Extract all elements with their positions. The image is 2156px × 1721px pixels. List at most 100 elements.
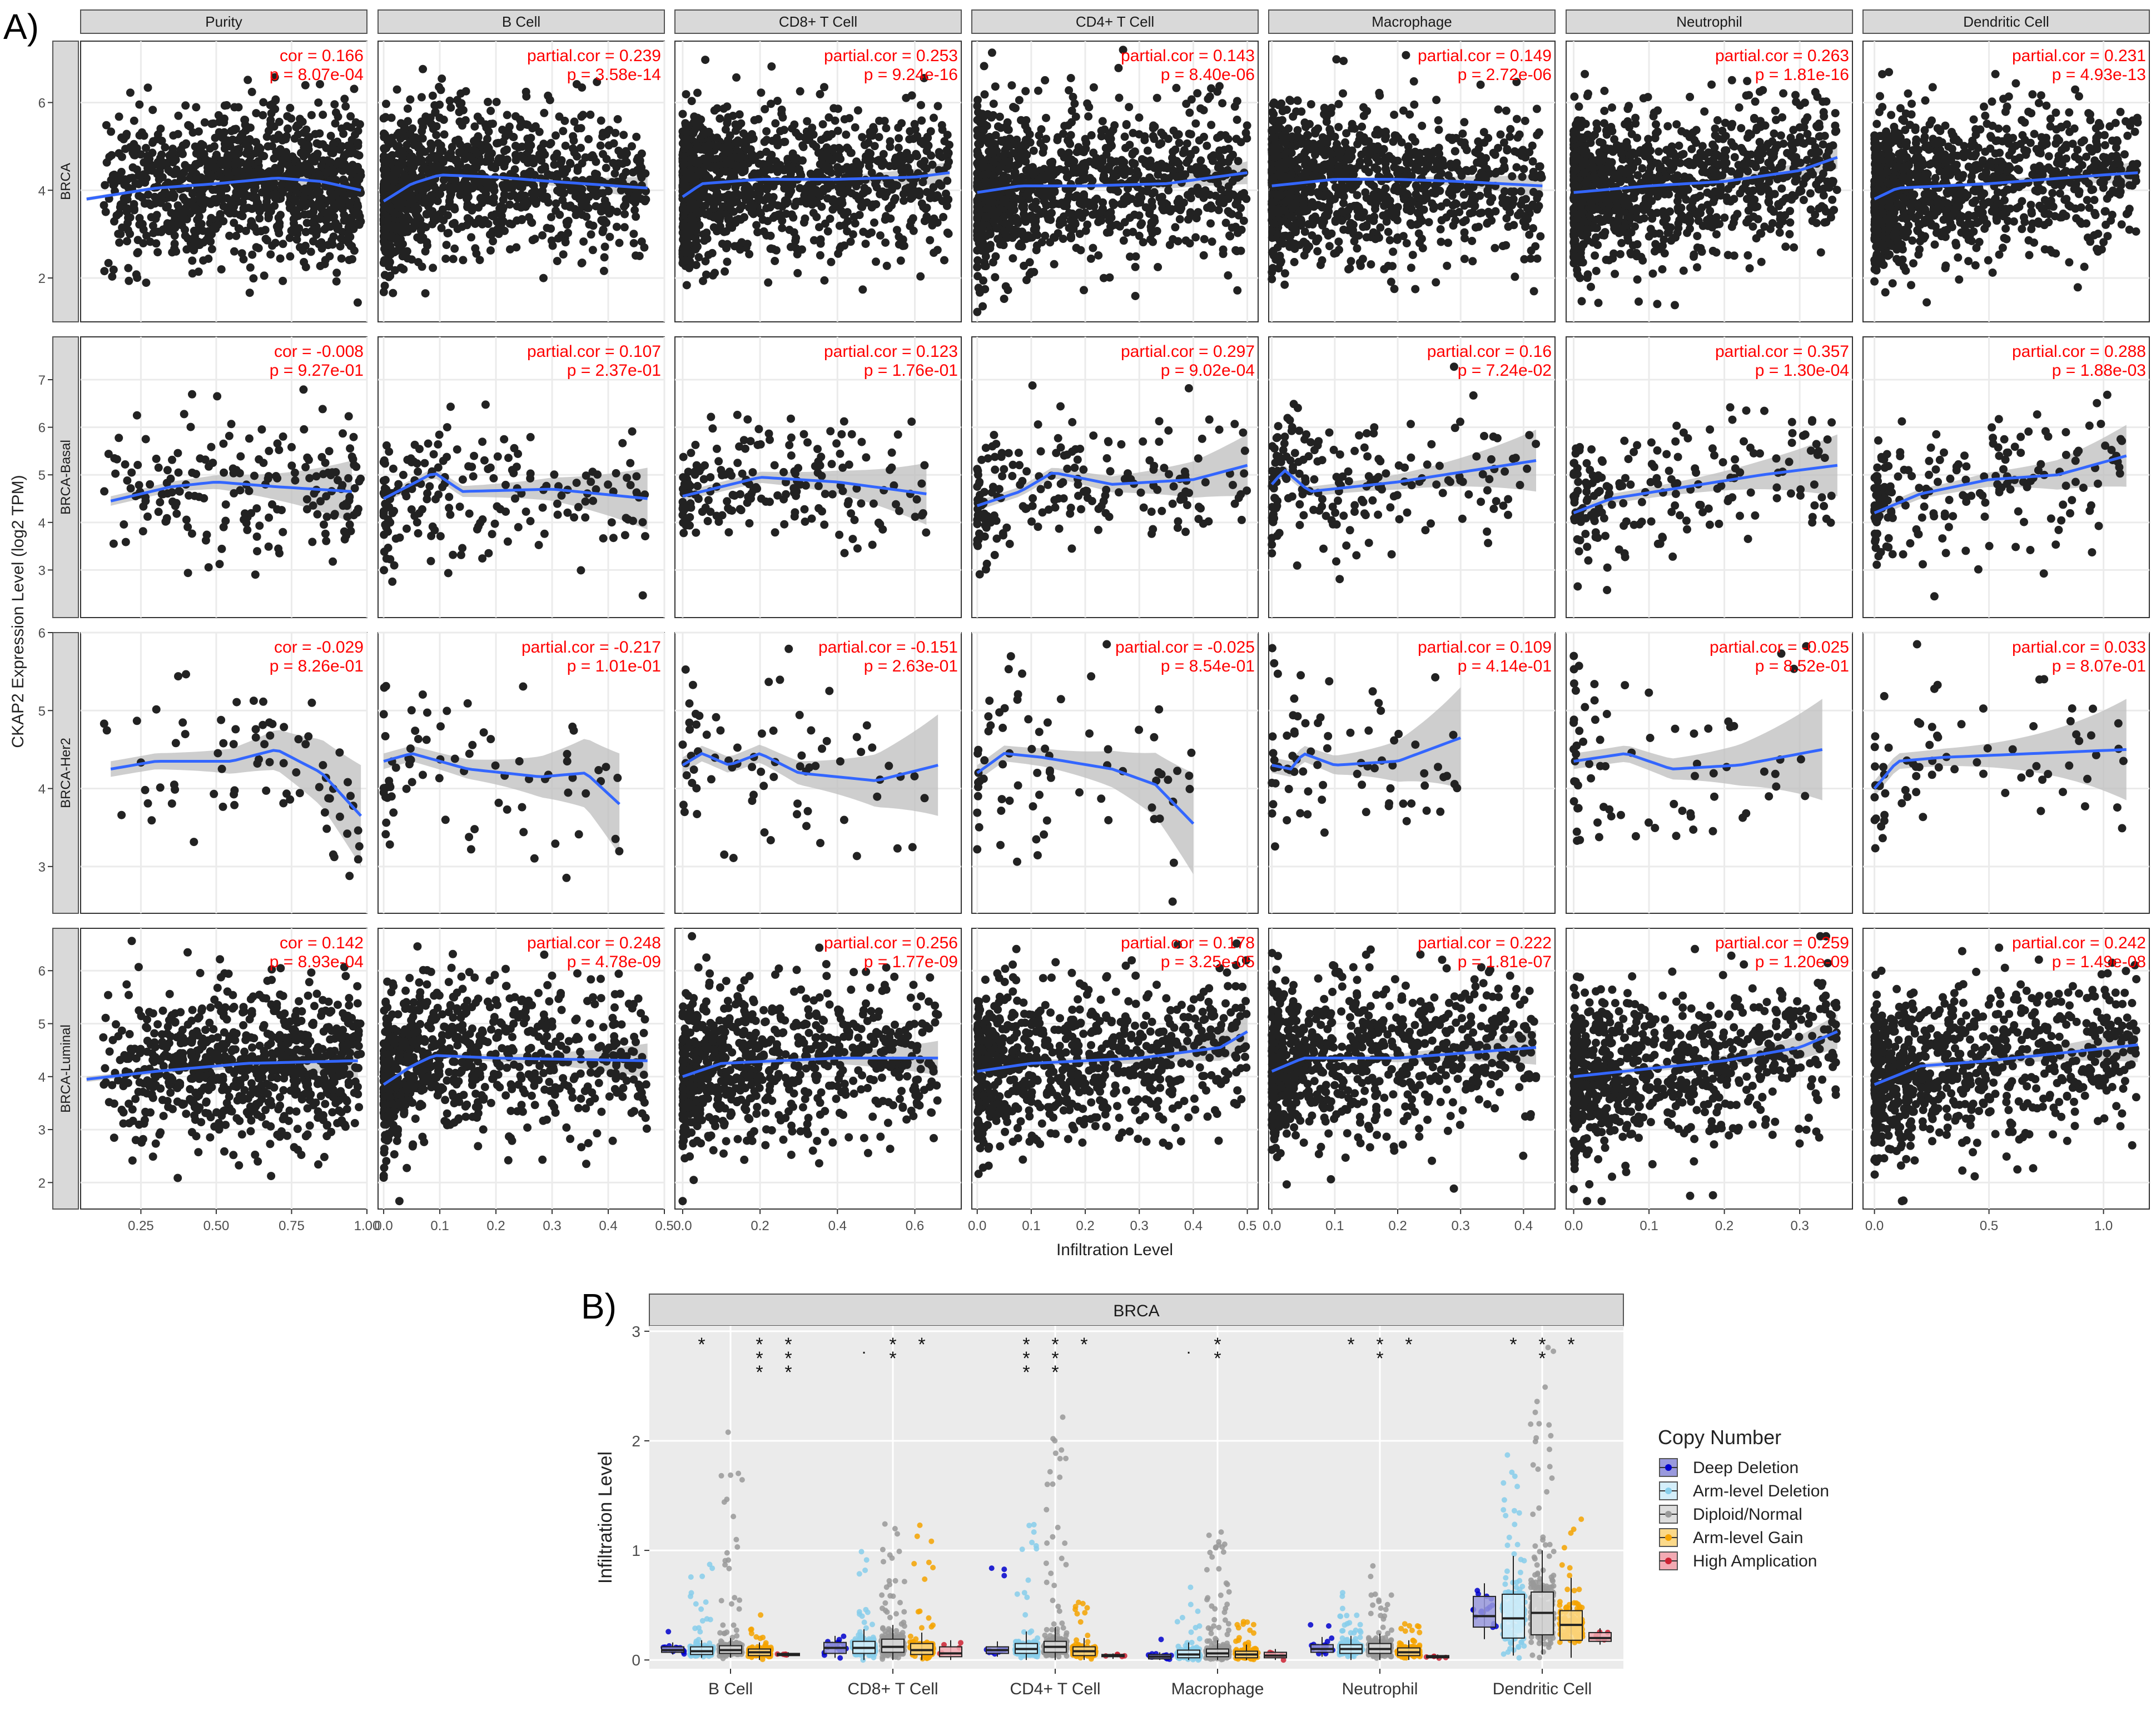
- data-point: [836, 244, 844, 253]
- data-point: [173, 201, 182, 210]
- data-point: [712, 142, 721, 151]
- data-point: [332, 268, 341, 277]
- data-point: [353, 298, 362, 307]
- data-point: [420, 163, 429, 172]
- data-point: [428, 91, 437, 100]
- data-point: [500, 147, 509, 156]
- data-point: [787, 187, 796, 195]
- data-point: [731, 218, 740, 227]
- data-point: [350, 84, 359, 93]
- data-point: [832, 153, 841, 162]
- data-point: [778, 113, 787, 122]
- data-point: [1219, 198, 1228, 207]
- data-point: [498, 181, 507, 190]
- data-point: [324, 196, 332, 205]
- data-point: [461, 116, 470, 125]
- data-point: [900, 241, 908, 250]
- data-point: [1104, 132, 1112, 141]
- data-point: [1060, 153, 1069, 162]
- data-point: [188, 190, 197, 198]
- data-point: [1175, 138, 1184, 147]
- data-point: [101, 207, 110, 216]
- data-point: [940, 256, 948, 265]
- data-point: [451, 136, 460, 145]
- data-point: [130, 151, 138, 160]
- data-point: [793, 250, 802, 258]
- data-point: [260, 152, 269, 161]
- data-point: [200, 118, 209, 127]
- data-point: [634, 153, 643, 162]
- data-point: [1009, 149, 1018, 158]
- data-point: [325, 213, 334, 222]
- data-point: [199, 238, 208, 247]
- data-point: [244, 165, 253, 174]
- data-point: [306, 247, 315, 256]
- data-point: [808, 200, 817, 209]
- data-point: [1203, 141, 1211, 150]
- data-point: [440, 130, 449, 139]
- data-point: [1099, 273, 1108, 282]
- data-point: [1096, 208, 1105, 217]
- data-point: [1233, 197, 1241, 206]
- data-point: [553, 257, 562, 266]
- data-point: [762, 147, 771, 156]
- data-point: [930, 248, 938, 257]
- data-point: [346, 162, 355, 171]
- data-point: [597, 116, 605, 125]
- data-point: [181, 101, 190, 110]
- data-point: [117, 167, 126, 176]
- data-point: [752, 152, 760, 161]
- data-point: [722, 244, 731, 252]
- data-point: [1506, 125, 1515, 133]
- data-point: [1125, 141, 1134, 150]
- column-strip-label: B Cell: [502, 13, 540, 30]
- data-point: [771, 257, 779, 265]
- data-point: [1385, 236, 1394, 245]
- data-point: [1200, 132, 1208, 141]
- data-point: [438, 205, 447, 214]
- data-point: [943, 162, 952, 171]
- data-point: [188, 269, 197, 278]
- correlation-equals: =: [600, 47, 619, 65]
- data-point: [406, 95, 415, 104]
- data-point: [771, 119, 780, 128]
- data-point: [804, 132, 813, 141]
- data-point: [1011, 140, 1020, 149]
- data-point: [484, 220, 493, 228]
- data-point: [293, 121, 302, 130]
- data-point: [701, 201, 709, 210]
- data-point: [1152, 227, 1161, 236]
- data-point: [236, 190, 245, 198]
- data-point: [621, 201, 630, 210]
- data-point: [561, 141, 570, 150]
- data-point: [754, 115, 763, 123]
- data-point: [577, 112, 586, 121]
- data-point: [180, 208, 188, 217]
- data-point: [723, 116, 732, 125]
- data-point: [493, 158, 502, 167]
- data-point: [326, 206, 335, 215]
- data-point: [1017, 177, 1026, 186]
- correlation-label: partial.cor: [824, 47, 897, 65]
- data-point: [994, 166, 1003, 175]
- data-point: [251, 203, 260, 212]
- data-point: [176, 217, 185, 226]
- data-point: [1345, 264, 1354, 273]
- correlation-text: partial.cor = 0.253: [824, 47, 958, 65]
- data-point: [882, 212, 891, 221]
- data-point: [450, 218, 459, 227]
- data-point: [1224, 271, 1233, 280]
- data-point: [755, 208, 764, 217]
- data-point: [442, 241, 451, 250]
- data-point: [417, 93, 426, 102]
- data-point: [133, 273, 142, 282]
- data-point: [584, 135, 593, 143]
- data-point: [135, 100, 144, 109]
- data-point: [262, 132, 271, 141]
- data-point: [1185, 130, 1194, 138]
- data-point: [1077, 213, 1086, 222]
- data-point: [279, 240, 287, 248]
- data-point: [414, 213, 423, 222]
- data-point: [337, 142, 346, 151]
- data-point: [596, 141, 605, 150]
